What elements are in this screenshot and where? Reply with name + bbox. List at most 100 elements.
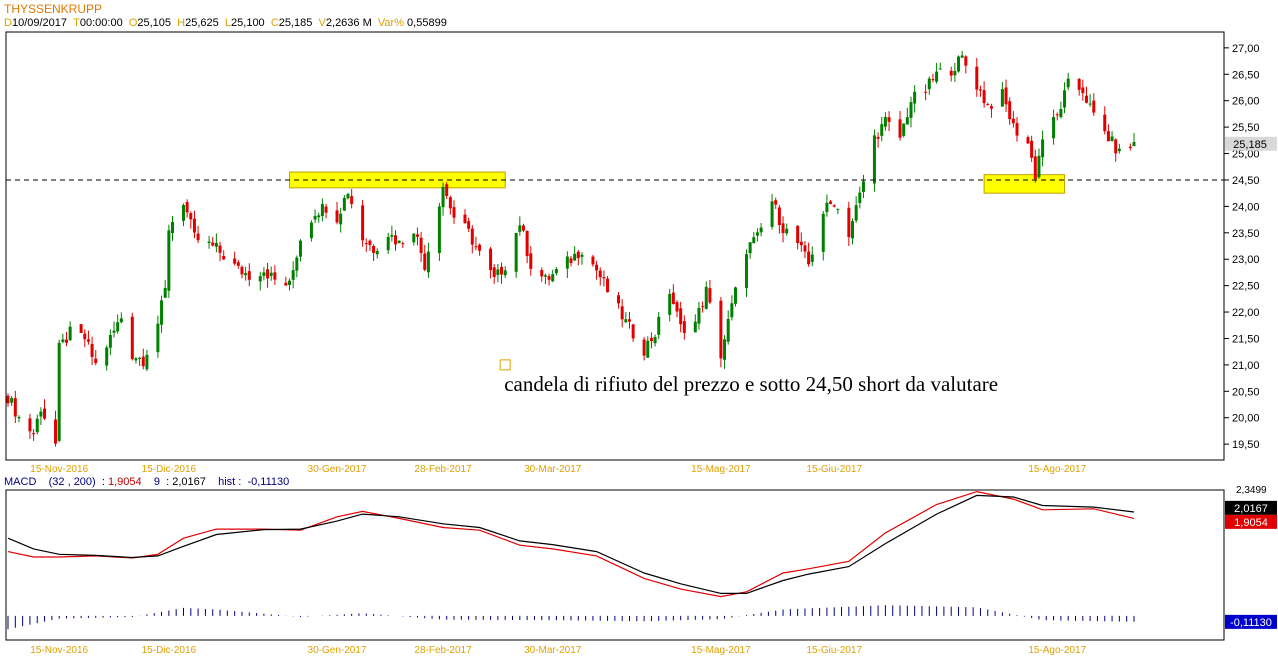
price-tick-label: 22,00 [1232,307,1260,319]
candle-body [905,117,909,125]
candle-body [723,339,727,360]
candle-body [1103,114,1107,132]
candle-body [489,248,493,271]
candle-body [777,207,781,226]
macd-series-line [7,490,1135,598]
candle-body [924,91,928,93]
candle-body [744,254,748,288]
candle-body [679,308,683,325]
candle-body [17,416,21,419]
candle-body [847,207,851,238]
candle-body [810,254,814,262]
var-key: Var% [377,17,404,29]
annotation[interactable]: candela di rifiuto del prezzo e sotto 24… [499,359,998,396]
candle-body [1117,148,1121,152]
candle-body [130,316,134,360]
close-key: C [270,17,279,29]
candle-body [390,235,394,237]
candle-body [1052,116,1056,139]
candle-body [675,302,679,312]
macd-value-box [1225,500,1277,515]
date-tick-label: 15-Ago-2017 [1028,645,1086,656]
candle-body [949,70,953,76]
last-price-box [1225,136,1277,151]
candle-body [43,408,47,419]
candle-body [90,344,94,357]
candle-body [569,258,573,264]
candle-body [320,204,324,217]
macd-value-box [1225,514,1277,529]
candle-body [876,136,880,139]
candle-body [543,275,547,277]
high-value: 25,625 [185,17,219,29]
candle-body [821,213,825,252]
candle-body [368,240,372,246]
macd-params: (32 , 200) [48,476,96,488]
high-key: H [177,17,186,29]
date-tick-label: 28-Feb-2017 [414,464,472,475]
date-tick-label: 15-Mag-2017 [691,464,751,475]
price-tick-label: 23,50 [1232,228,1260,240]
candle-body [364,243,368,245]
candle-body [576,251,580,259]
date-tick-label: 15-Giu-2017 [806,464,862,475]
date-key: D [4,17,12,29]
candle-body [1033,156,1037,179]
candle-body [836,208,840,210]
candle-body [701,306,705,308]
candle-body [401,243,405,245]
candle-body [829,201,833,204]
candle-body [606,278,610,293]
candle-body [602,277,606,279]
candle-body [218,245,222,253]
candle-body [540,270,544,277]
candle-body [1011,118,1015,124]
candle-body [653,337,657,344]
macd-value-label: 2,0167 [1234,503,1268,515]
candle-body [693,321,697,333]
candle-body [975,66,979,90]
date-tick-label: 15-Dic-2016 [142,645,197,656]
macd-header: MACD (32 , 200) : 1,9054 9 : 2,0167 hist… [4,476,290,488]
candle-body [503,270,507,276]
candle-body [1037,155,1041,178]
candle-body [1000,89,1004,107]
candle-body [1030,140,1034,158]
price-axis: 19,50 20,00 20,50 21,00 21,50 22,00 22,50 23,00… [1224,43,1260,451]
candle-body [313,216,317,220]
candle-body [145,354,149,370]
candle-body [989,106,993,109]
candle-body [525,230,529,256]
candle-body [1055,114,1059,116]
price-tick-label: 21,00 [1232,360,1260,372]
candle-body [730,303,734,318]
candle-body [426,251,430,273]
annotation-marker[interactable] [499,359,511,371]
candle-body [244,273,248,276]
var-value: 0,55899 [407,17,447,29]
candle-body [964,56,968,66]
candle-body [1077,78,1081,90]
candle-body [346,193,350,199]
candle-body [372,245,376,253]
candle-body [631,324,635,339]
price-tick-label: 23,00 [1232,254,1260,266]
candle-body [781,223,785,234]
candle-body [83,333,87,340]
low-value: 25,100 [231,17,265,29]
candle-body [291,270,295,280]
candle-body [105,347,109,366]
candle-body [957,56,961,72]
candle-body [551,274,555,282]
candle-body [851,221,854,239]
candle-body [1063,90,1067,108]
candle-body [1004,87,1008,105]
candle-body [342,198,346,211]
candle-body [880,124,884,136]
candle-body [938,68,942,70]
candle-body [119,318,123,323]
date-tick-label: 30-Mar-2017 [524,464,582,475]
candle-body [86,339,90,342]
candle-body [222,255,226,260]
